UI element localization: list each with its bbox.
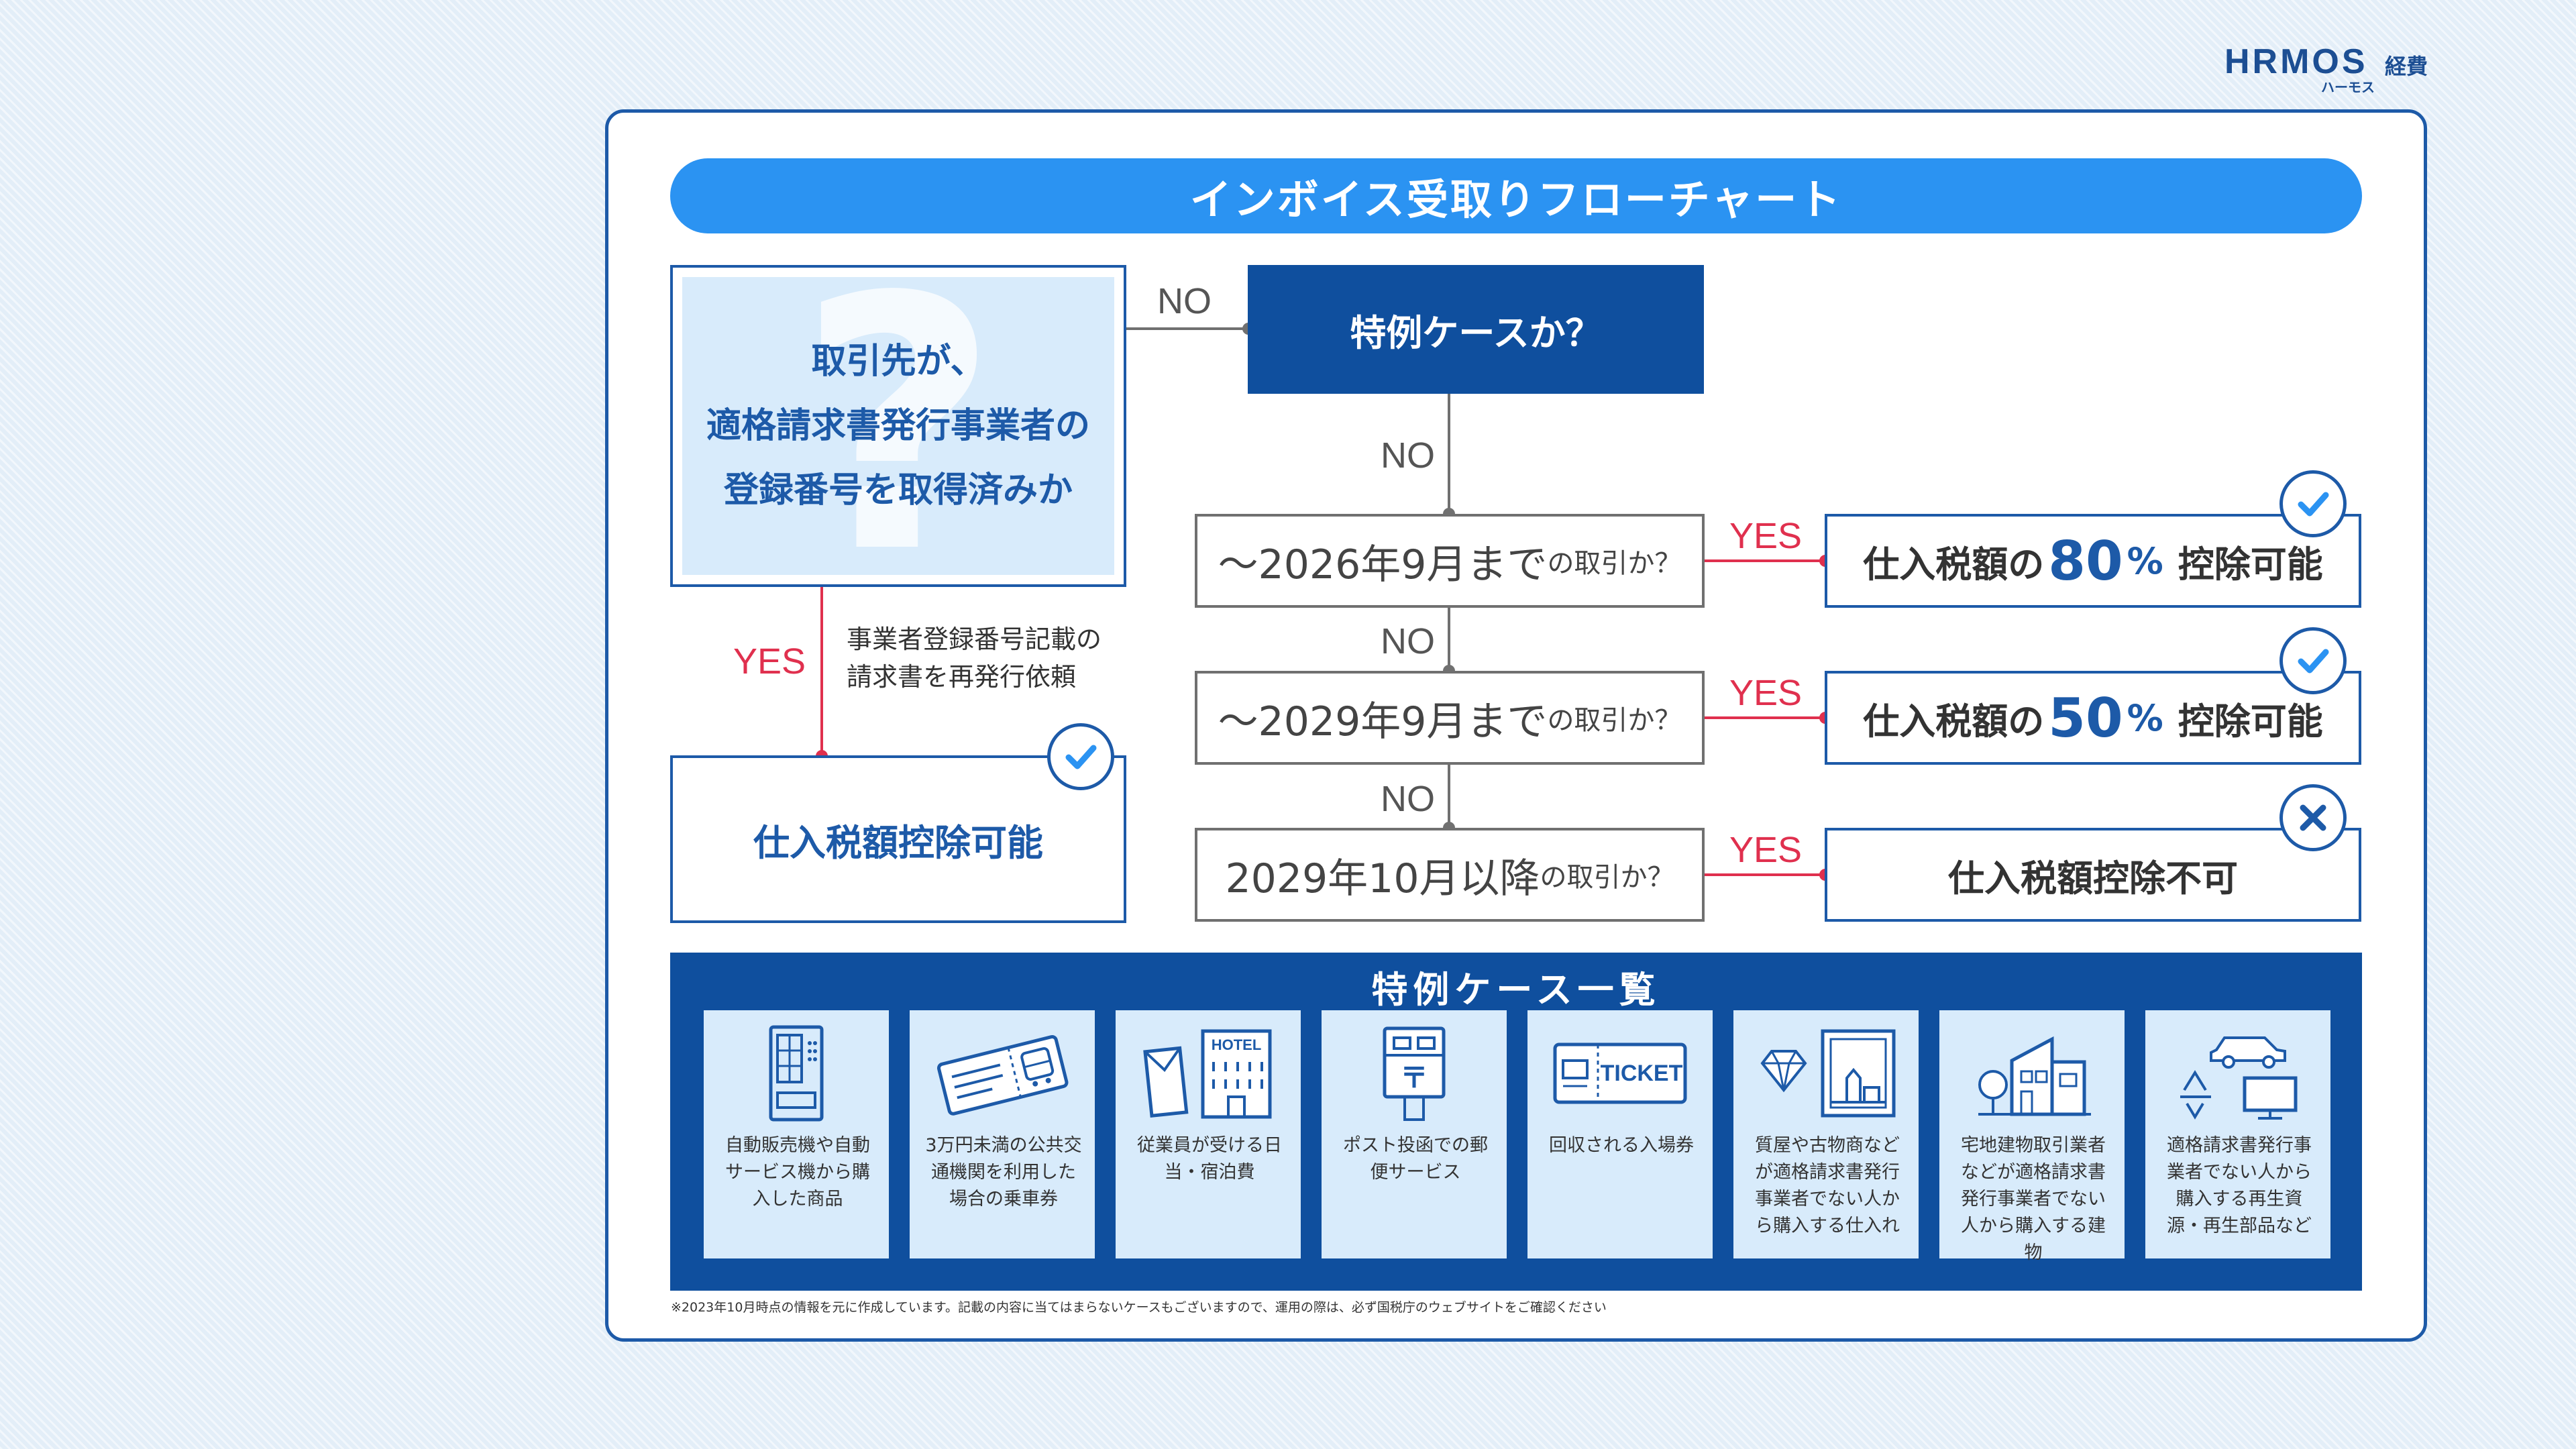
registration-question-inner: ? 取引先が、 適格請求書発行事業者の 登録番号を取得済みか <box>682 277 1114 575</box>
case-card: 宅地建物取引業者などが適格請求書発行事業者でない人から購入する建物 <box>1939 1010 2125 1263</box>
question-main: 2029年10月以降 <box>1225 855 1540 902</box>
special-cases-panel: 特例ケース一覧 自動販売機や自動サービス機から購入した商品 <box>670 953 2362 1291</box>
left-result-deductible: 仕入税額控除可能 <box>670 755 1126 923</box>
label-no-top: NO <box>1157 281 1212 321</box>
connector-line-yes-3 <box>1705 873 1825 876</box>
connector-line-no-1 <box>1448 394 1450 514</box>
result-percent-sign: % <box>2127 539 2163 582</box>
vending-machine-icon <box>769 1025 824 1122</box>
question-line: 登録番号を取得済みか <box>723 470 1073 511</box>
result-row-80: 仕入税額の 80 % 控除可能 <box>1825 514 2361 608</box>
footnote: ※2023年10月時点の情報を元に作成しています。記載の内容に当てはまらないケー… <box>671 1300 1607 1315</box>
question-line: 取引先が、 <box>811 341 985 382</box>
case-card: 適格請求書発行事業者でない人から購入する再生資源・再生部品など <box>2145 1010 2330 1258</box>
case-card: 3万円未満の公共交通機関を利用した場合の乗車券 <box>910 1010 1095 1258</box>
question-main: ～2026年9月まで <box>1218 541 1548 588</box>
question-row-2029: ～2029年9月まで の取引か？ <box>1195 671 1705 765</box>
result-percent: 80 <box>2048 529 2123 592</box>
question-row-2026: ～2026年9月まで の取引か？ <box>1195 514 1705 608</box>
case-card: 自動販売機や自動サービス機から購入した商品 <box>704 1010 889 1258</box>
building-icon <box>1978 1036 2091 1116</box>
reissue-note: 事業者登録番号記載の 請求書を再発行依頼 <box>847 621 1102 696</box>
reissue-note-line: 請求書を再発行依頼 <box>847 662 1077 692</box>
recycle-icon <box>2180 1036 2298 1120</box>
case-text: 宅地建物取引業者などが適格請求書発行事業者でない人から購入する建物 <box>1961 1135 2106 1263</box>
question-mark-icon: ? <box>797 277 1000 575</box>
brand-logo: HRMOS <box>2224 42 2368 81</box>
result-post: 控除可能 <box>2178 543 2323 586</box>
cross-badge <box>2279 784 2347 851</box>
result-percent: 50 <box>2048 686 2123 749</box>
postal-mark-label: 〒 <box>1400 1061 1428 1094</box>
hotel-icon-label: HOTEL <box>1212 1036 1262 1053</box>
question-tail: の取引か？ <box>1547 705 1682 736</box>
label-yes-2: YES <box>1729 673 1803 713</box>
result-pre: 仕入税額の <box>1863 543 2045 586</box>
question-line: 適格請求書発行事業者の <box>706 406 1090 446</box>
case-card: TICKET 回収される入場券 <box>1527 1010 1713 1258</box>
registration-question-box: ? 取引先が、 適格請求書発行事業者の 登録番号を取得済みか <box>670 265 1126 587</box>
special-cases-title: 特例ケース一覧 <box>1371 968 1661 1011</box>
question-tail: の取引か？ <box>1540 862 1674 893</box>
connector-line-yes-1 <box>1705 559 1825 562</box>
flowchart-title: インボイス受取りフローチャート <box>670 158 2362 233</box>
check-icon <box>2298 649 2329 674</box>
case-text: ポスト投函での郵便サービス <box>1343 1135 1488 1183</box>
label-yes-3: YES <box>1729 830 1803 870</box>
connector-line-yes-2 <box>1705 716 1825 719</box>
connector-line-no-3 <box>1448 765 1450 828</box>
check-badge <box>2279 470 2347 537</box>
check-badge <box>1047 723 1114 790</box>
label-no-2: NO <box>1381 621 1435 661</box>
result-row-not-deductible: 仕入税額控除不可 <box>1825 828 2361 922</box>
case-text: 回収される入場券 <box>1549 1135 1694 1156</box>
ticket-icon: TICKET <box>1553 1042 1687 1104</box>
question-main: ～2029年9月まで <box>1218 698 1548 745</box>
result-row-50: 仕入税額の 50 % 控除可能 <box>1825 671 2361 765</box>
pawnshop-icon <box>1760 1029 1896 1118</box>
brand-kana: ハーモス <box>2321 79 2375 95</box>
case-card: 質屋や古物商などが適格請求書発行事業者でない人から購入する仕入れ <box>1733 1010 1919 1258</box>
brand-sub: 経費 <box>2385 54 2428 79</box>
result-pre: 仕入税額の <box>1863 700 2045 743</box>
check-icon <box>1065 745 1097 769</box>
label-no-1: NO <box>1381 435 1435 476</box>
ticket-icon-label: TICKET <box>1601 1061 1683 1086</box>
result-post: 控除可能 <box>2178 700 2323 743</box>
case-card: HOTEL 従業員が受ける日当・宿泊費 <box>1116 1010 1301 1258</box>
cross-icon <box>2300 804 2326 831</box>
case-card: 〒 ポスト投函での郵便サービス <box>1322 1010 1507 1258</box>
label-yes-left: YES <box>733 641 806 682</box>
connector-line-no-2 <box>1448 608 1450 671</box>
label-no-3: NO <box>1381 779 1435 819</box>
label-yes-1: YES <box>1729 516 1803 556</box>
case-text: 適格請求書発行事業者でない人から購入する再生資源・再生部品など <box>2167 1135 2312 1236</box>
case-text: 従業員が受ける日当・宿泊費 <box>1137 1135 1282 1183</box>
reissue-note-line: 事業者登録番号記載の <box>847 625 1102 654</box>
connector-line-no-top <box>1126 327 1248 330</box>
special-case-question: 特例ケースか？ <box>1248 265 1704 394</box>
case-text: 自動販売機や自動サービス機から購入した商品 <box>725 1135 870 1210</box>
question-row-2029-oct: 2029年10月以降 の取引か？ <box>1195 828 1705 922</box>
postbox-icon: 〒 <box>1383 1026 1446 1121</box>
check-badge <box>2279 627 2347 694</box>
result-text: 仕入税額控除不可 <box>1948 857 2238 900</box>
transit-ticket-icon <box>936 1035 1069 1116</box>
case-text: 3万円未満の公共交通機関を利用した場合の乗車券 <box>925 1135 1082 1210</box>
question-tail: の取引か？ <box>1547 548 1682 579</box>
hotel-icon: HOTEL <box>1143 1029 1272 1119</box>
case-text: 質屋や古物商などが適格請求書発行事業者でない人から購入する仕入れ <box>1755 1135 1900 1236</box>
check-icon <box>2298 492 2329 517</box>
connector-line-yes-left <box>820 587 823 755</box>
result-percent-sign: % <box>2127 696 2163 739</box>
